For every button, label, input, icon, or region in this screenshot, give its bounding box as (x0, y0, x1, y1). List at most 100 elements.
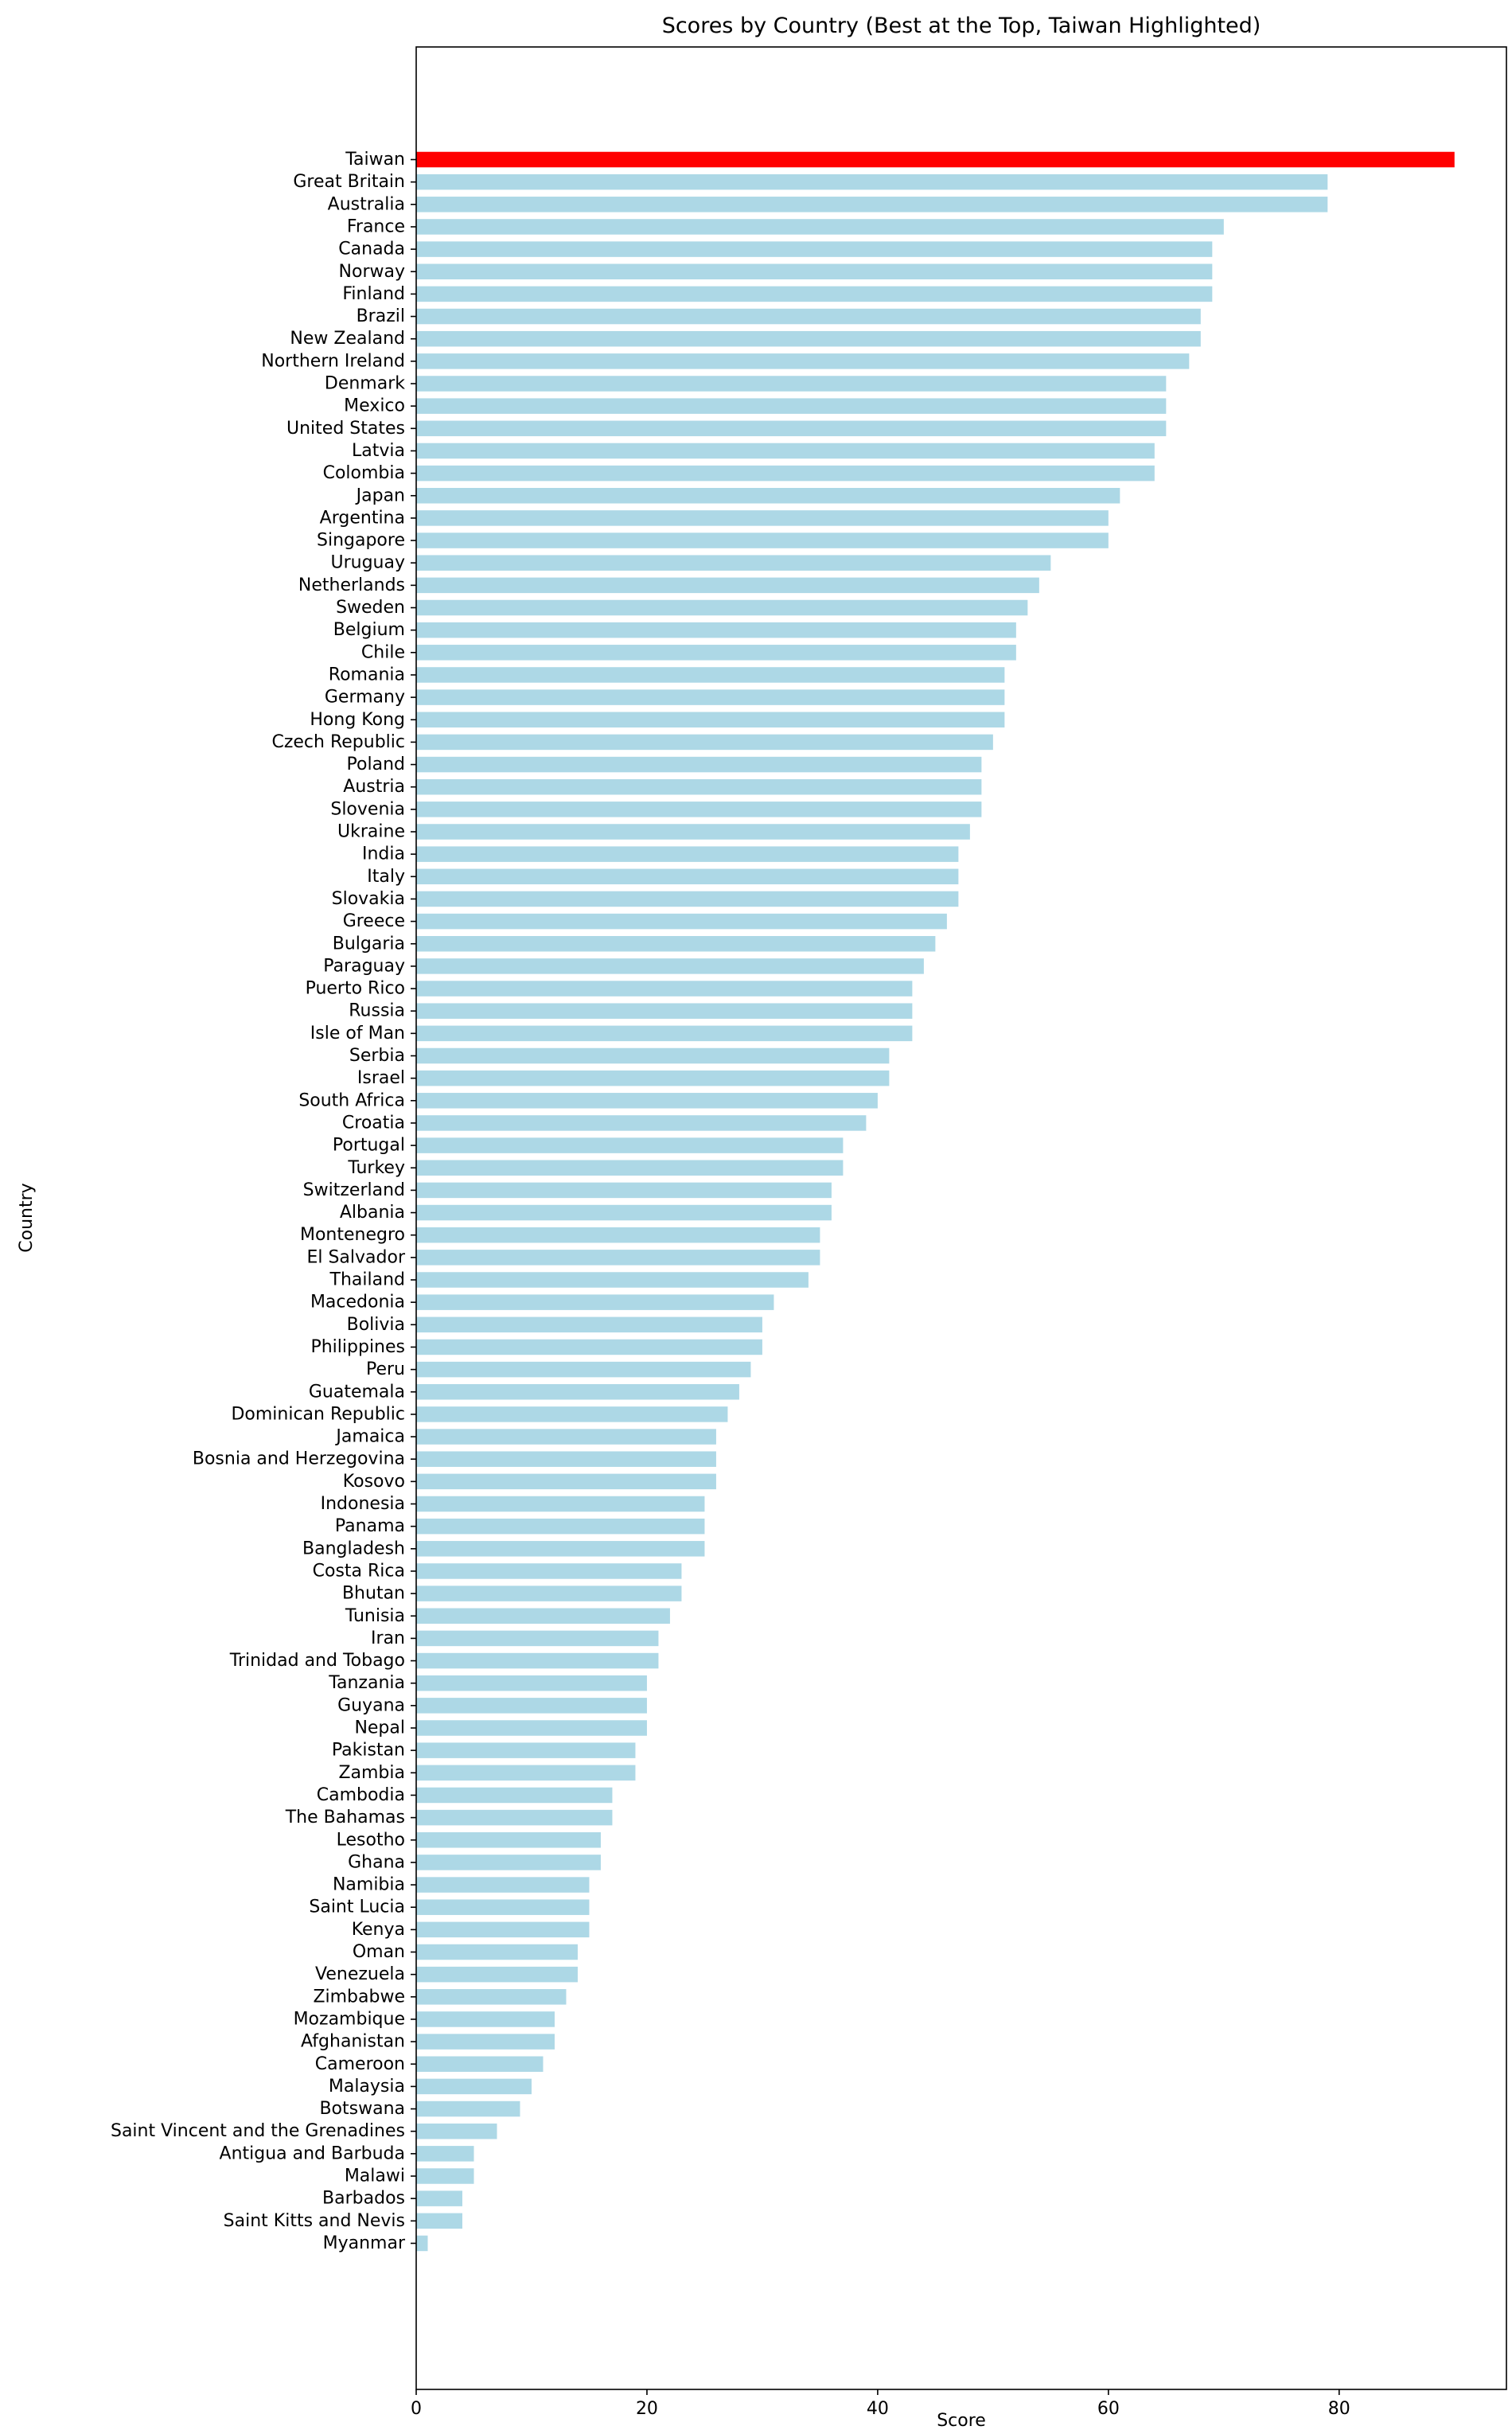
y-tick-label: Saint Kitts and Nevis (224, 2211, 405, 2231)
bar-australia (416, 197, 1328, 213)
y-tick-label: Cameroon (315, 2054, 405, 2074)
y-tick-label: Switzerland (303, 1180, 405, 1200)
y-tick-label: Thailand (329, 1270, 405, 1290)
bar-belgium (416, 622, 1016, 638)
bar-nepal (416, 1720, 647, 1736)
chart-title: Scores by Country (Best at the Top, Taiw… (662, 14, 1261, 38)
bar-bangladesh (416, 1541, 705, 1557)
y-tick-label: Kenya (352, 1920, 405, 1940)
bar-afghanistan (416, 2034, 555, 2050)
bar-france (416, 219, 1224, 235)
plot-area-frame (415, 46, 1507, 2390)
bar-india (416, 846, 959, 862)
bar-oman (416, 1944, 578, 1960)
y-tick-label: Guyana (337, 1695, 405, 1715)
bar-lesotho (416, 1832, 601, 1848)
y-tick-label: Slovakia (332, 889, 405, 909)
bar-saint-vincent-and-the-grenadines (416, 2123, 497, 2139)
y-tick-label: Greece (343, 911, 405, 931)
bar-zimbabwe (416, 1989, 567, 2005)
x-tick-label: 80 (1328, 2399, 1350, 2419)
y-tick-label: Guatemala (309, 1382, 405, 1402)
y-tick-label: Panama (335, 1516, 405, 1536)
bar-panama (416, 1518, 705, 1535)
y-tick-label: Montenegro (300, 1225, 405, 1245)
bar-macedonia (416, 1294, 774, 1310)
y-tick-label: Dominican Republic (231, 1404, 405, 1424)
bar-albania (416, 1204, 832, 1221)
y-tick-label: Malawi (345, 2167, 405, 2186)
bar-singapore (416, 532, 1109, 548)
bar-bolivia (416, 1316, 762, 1333)
bar-antigua-and-barbuda (416, 2146, 474, 2162)
bar-turkey (416, 1160, 844, 1176)
bar-dominican-republic (416, 1406, 728, 1422)
y-tick-label: Belgium (333, 620, 405, 640)
bar-costa-rica (416, 1563, 682, 1579)
y-tick-label: Finland (342, 284, 405, 304)
y-tick-label: Croatia (342, 1113, 405, 1133)
bar-japan (416, 488, 1120, 504)
y-tick-label: Poland (347, 755, 405, 774)
y-tick-label: Italy (367, 867, 405, 887)
bar-isle-of-man (416, 1025, 913, 1042)
bar-malaysia (416, 2078, 532, 2095)
bar-mexico (416, 398, 1167, 414)
bar-bosnia-and-herzegovina (416, 1451, 716, 1467)
bar-italy (416, 868, 959, 885)
y-tick-label: Ukraine (337, 822, 405, 842)
bar-chile (416, 645, 1016, 661)
y-tick-label: Antigua and Barbuda (220, 2143, 405, 2163)
bar-tunisia (416, 1608, 670, 1624)
y-tick-label: Macedonia (310, 1293, 405, 1313)
bar-ukraine (416, 824, 970, 840)
bar-malawi (416, 2168, 474, 2184)
bar-trinidad-and-tobago (416, 1652, 659, 1669)
y-tick-label: Venezuela (315, 1964, 405, 1984)
bar-poland (416, 756, 982, 773)
x-tick-label: 40 (867, 2399, 889, 2419)
y-tick-label: Denmark (325, 374, 405, 394)
bar-czech-republic (416, 734, 993, 751)
y-tick-label: Germany (325, 688, 405, 708)
x-tick-label: 60 (1097, 2399, 1120, 2419)
y-tick-label: Northern Ireland (261, 351, 405, 371)
bar-latvia (416, 443, 1155, 459)
y-tick-label: Namibia (333, 1875, 405, 1895)
y-tick-label: Bangladesh (302, 1539, 405, 1558)
y-tick-label: Albania (340, 1203, 405, 1223)
y-tick-label: Colombia (323, 463, 405, 483)
y-tick-label: Cambodia (317, 1785, 405, 1805)
bar-tanzania (416, 1675, 647, 1691)
y-tick-label: Bhutan (342, 1584, 405, 1604)
y-tick-label: Slovenia (330, 799, 405, 819)
y-tick-label: Bulgaria (333, 934, 405, 954)
bar-bhutan (416, 1586, 682, 1601)
bar-israel (416, 1070, 890, 1086)
x-tick-label: 20 (636, 2399, 658, 2419)
y-tick-label: Netherlands (298, 575, 405, 595)
bar-barbados (416, 2190, 462, 2206)
y-tick-label: Hong Kong (310, 710, 405, 730)
bar-croatia (416, 1115, 867, 1131)
y-tick-label: Botswana (319, 2099, 405, 2119)
bar-taiwan (416, 151, 1455, 168)
y-tick-label: Oman (353, 1942, 405, 1962)
bar-switzerland (416, 1182, 832, 1199)
bar-romania (416, 667, 1005, 683)
y-tick-label: Peru (366, 1359, 405, 1379)
y-tick-label: Pakistan (332, 1741, 405, 1761)
y-tick-label: Bolivia (347, 1315, 405, 1335)
bar-zambia (416, 1765, 636, 1781)
bar-united-states (416, 420, 1167, 437)
y-tick-label: Myanmar (323, 2233, 406, 2253)
y-tick-label: India (362, 844, 405, 864)
bar-kenya (416, 1921, 590, 1938)
bar-northern-ireland (416, 353, 1190, 369)
bar-saint-lucia (416, 1899, 590, 1915)
y-tick-label: Philippines (310, 1337, 405, 1357)
bar-canada (416, 241, 1213, 257)
bar-bulgaria (416, 936, 936, 952)
